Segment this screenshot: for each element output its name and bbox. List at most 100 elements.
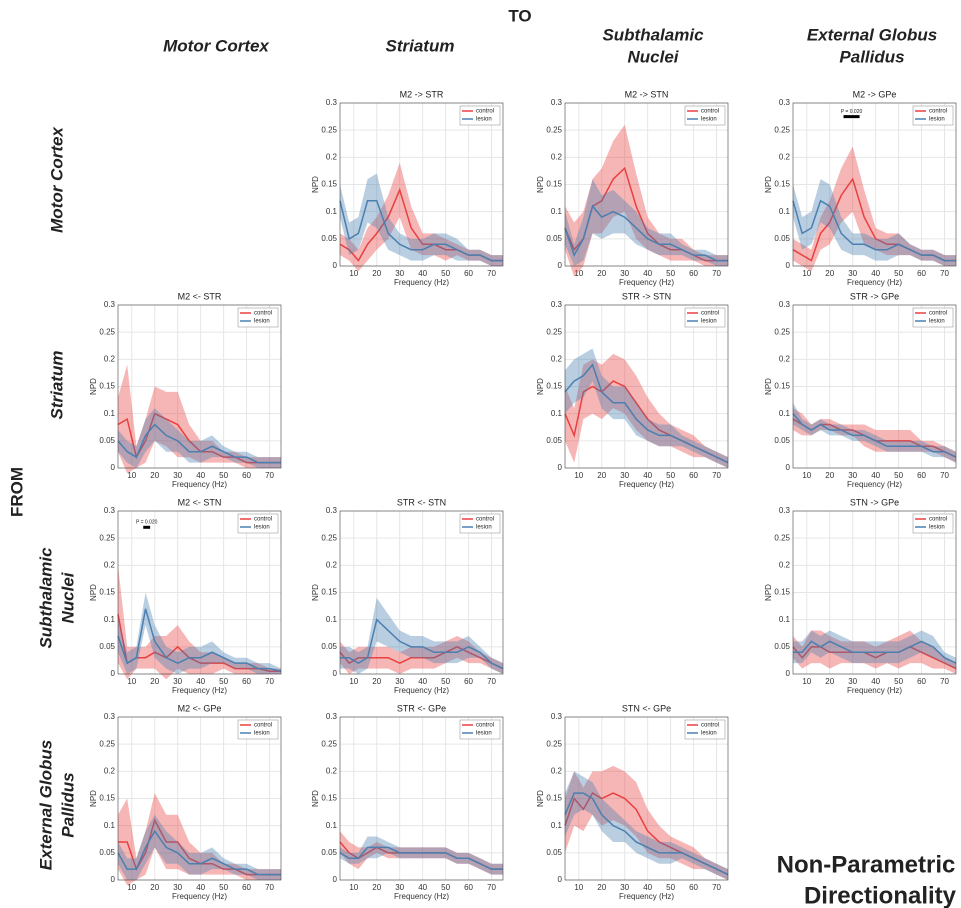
to-label: TO [508, 6, 531, 25]
x-tick-label: 10 [802, 269, 811, 278]
series-line [792, 199, 956, 262]
series-line [117, 614, 281, 673]
panel: 10 20 30 40 50 60 70 0 0.05 0.1 0.15 0.2 0.25 0.3 M2 -… [311, 89, 504, 287]
y-tick-label: 0.15 [99, 794, 115, 803]
x-tick-label: 20 [372, 883, 381, 892]
x-tick-label: 10 [802, 677, 811, 686]
column-header: External Globus [807, 25, 937, 44]
y-axis-label: NPD [764, 378, 773, 395]
axes-box [117, 304, 282, 469]
x-tick-label: 20 [597, 883, 606, 892]
x-tick-label: 70 [265, 471, 274, 480]
error-band [565, 124, 728, 277]
y-tick-label: 0.3 [551, 712, 563, 721]
y-tick-label: 0.2 [779, 152, 791, 161]
chart-title: STR -> GPe [850, 291, 899, 301]
x-tick-label: 70 [712, 883, 721, 892]
x-tick-label: 30 [620, 883, 629, 892]
x-tick-label: 40 [871, 269, 880, 278]
x-tick-label: 70 [712, 471, 721, 480]
y-tick-label: 0 [333, 669, 338, 678]
y-tick-label: 0.2 [104, 560, 116, 569]
error-band [118, 364, 281, 474]
legend-label: lesion [476, 525, 492, 531]
x-tick-label: 50 [894, 471, 903, 480]
x-tick-label: 60 [464, 269, 473, 278]
x-tick-label: 30 [848, 269, 857, 278]
series-line [564, 204, 728, 262]
chart-title: M2 <- GPe [178, 703, 222, 713]
y-axis-label: NPD [311, 790, 320, 807]
x-tick-label: 50 [441, 883, 450, 892]
y-tick-label: 0 [558, 261, 563, 270]
y-axis-label: NPD [89, 790, 98, 807]
x-tick-label: 60 [917, 269, 926, 278]
x-tick-label: 40 [196, 677, 205, 686]
legend-label: lesion [254, 731, 270, 737]
y-tick-label: 0.1 [779, 615, 791, 624]
y-tick-label: 0.25 [321, 739, 337, 748]
x-tick-label: 20 [372, 269, 381, 278]
x-axis-label: Frequency (Hz) [394, 686, 449, 695]
legend-label: lesion [476, 731, 492, 737]
y-tick-label: 0 [111, 875, 116, 884]
panel: 10 20 30 40 50 60 70 0 0.05 0.1 0.15 0.2 0.25 0.3 STN … [536, 703, 729, 901]
series-line [339, 646, 504, 670]
row-header: Pallidus [58, 772, 77, 837]
axes-box [339, 102, 504, 267]
y-tick-label: 0 [786, 261, 791, 270]
x-tick-label: 30 [173, 677, 182, 686]
legend-label: lesion [701, 731, 717, 737]
x-tick-label: 50 [219, 883, 228, 892]
y-tick-label: 0.25 [321, 125, 337, 134]
y-tick-label: 0 [333, 261, 338, 270]
footer-line: Directionality [804, 882, 957, 908]
x-tick-label: 60 [689, 471, 698, 480]
y-tick-label: 0.1 [104, 821, 116, 830]
x-tick-label: 60 [689, 883, 698, 892]
error-band [340, 597, 503, 674]
series-line [118, 818, 281, 876]
y-tick-label: 0.1 [551, 821, 563, 830]
y-tick-label: 0.3 [779, 300, 791, 309]
legend-label: control [929, 109, 947, 115]
chart-title: M2 <- STR [178, 291, 222, 301]
x-tick-label: 30 [173, 471, 182, 480]
x-axis-label: Frequency (Hz) [394, 892, 449, 901]
x-tick-label: 10 [349, 677, 358, 686]
y-tick-label: 0.05 [321, 848, 337, 857]
column-header: Motor Cortex [163, 36, 270, 55]
panel: 10 20 30 40 50 60 70 0 0.05 0.1 0.15 0.2 0.25 0.3 STR … [311, 497, 504, 695]
y-tick-label: 0.3 [779, 98, 791, 107]
x-tick-label: 50 [219, 471, 228, 480]
error-band [118, 565, 281, 680]
y-tick-label: 0.25 [774, 327, 790, 336]
legend-label: control [929, 517, 947, 523]
x-tick-label: 50 [666, 269, 675, 278]
error-band [565, 179, 728, 266]
error-band [565, 765, 728, 880]
legend-label: lesion [254, 525, 270, 531]
y-tick-label: 0.3 [104, 300, 116, 309]
x-tick-label: 70 [265, 677, 274, 686]
legend-label: lesion [929, 525, 945, 531]
axes-box [117, 716, 282, 881]
error-band [340, 162, 503, 272]
y-tick-label: 0.3 [104, 712, 116, 721]
x-tick-label: 10 [574, 471, 583, 480]
error-band [793, 402, 956, 463]
row-header: Nuclei [58, 571, 77, 623]
x-tick-label: 30 [620, 471, 629, 480]
legend-label: control [476, 517, 494, 523]
x-tick-label: 50 [666, 883, 675, 892]
error-band [118, 793, 281, 886]
x-tick-label: 20 [150, 677, 159, 686]
x-tick-label: 50 [441, 269, 450, 278]
y-tick-label: 0.3 [551, 300, 563, 309]
x-tick-label: 20 [150, 883, 159, 892]
x-tick-label: 20 [825, 269, 834, 278]
y-tick-label: 0.1 [104, 409, 116, 418]
x-tick-label: 10 [802, 471, 811, 480]
legend-label: lesion [476, 117, 492, 123]
